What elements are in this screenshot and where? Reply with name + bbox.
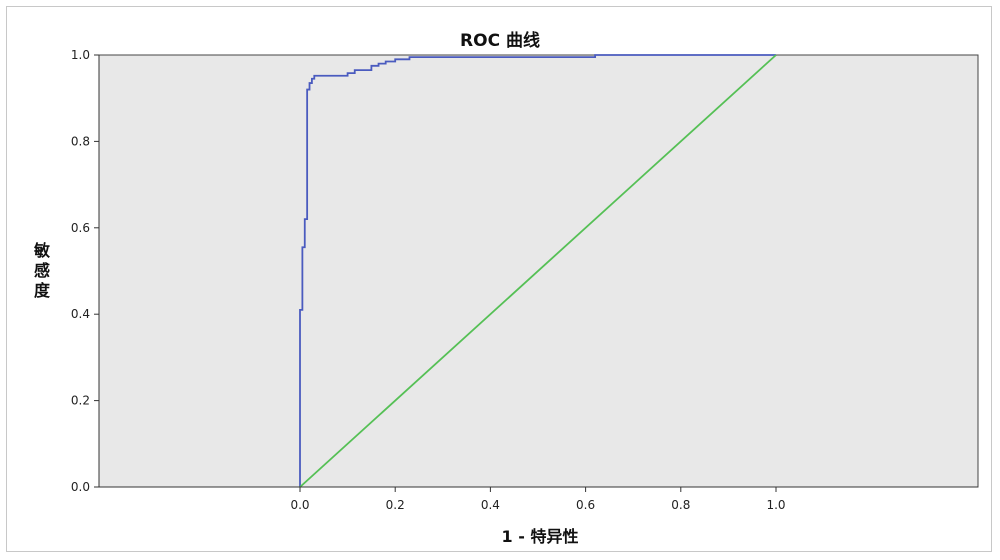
series-layer <box>299 54 777 488</box>
axis-layer: 0.0 0.2 0.4 0.6 0.8 1.0 0.0 0.2 0.4 0.6 0.8 1.0 <box>71 48 978 512</box>
x-tick-label: 0.8 <box>671 498 690 512</box>
x-tick-label: 0.0 <box>290 498 309 512</box>
y-axis-label: 敏感度 <box>33 241 51 300</box>
y-axis-label-char: 敏 <box>33 241 51 260</box>
y-tick-label: 0.8 <box>71 134 90 148</box>
chart-title: ROC 曲线 <box>460 30 540 51</box>
y-tick-label: 0.4 <box>71 307 90 321</box>
roc-curve-line <box>299 54 776 487</box>
x-axis-label: 1 - 特异性 <box>502 527 579 546</box>
y-axis-label-char: 度 <box>34 281 51 300</box>
x-tick-label: 0.6 <box>576 498 595 512</box>
y-tick-label: 1.0 <box>71 48 90 62</box>
y-tick-label: 0.2 <box>71 394 90 408</box>
x-tick-label: 0.4 <box>481 498 500 512</box>
y-tick-label: 0.0 <box>71 480 90 494</box>
y-axis-label-char: 感 <box>34 261 50 280</box>
reference-diagonal-line <box>299 54 777 488</box>
x-tick-label: 1.0 <box>766 498 785 512</box>
x-tick-label: 0.2 <box>386 498 405 512</box>
y-tick-label: 0.6 <box>71 221 90 235</box>
